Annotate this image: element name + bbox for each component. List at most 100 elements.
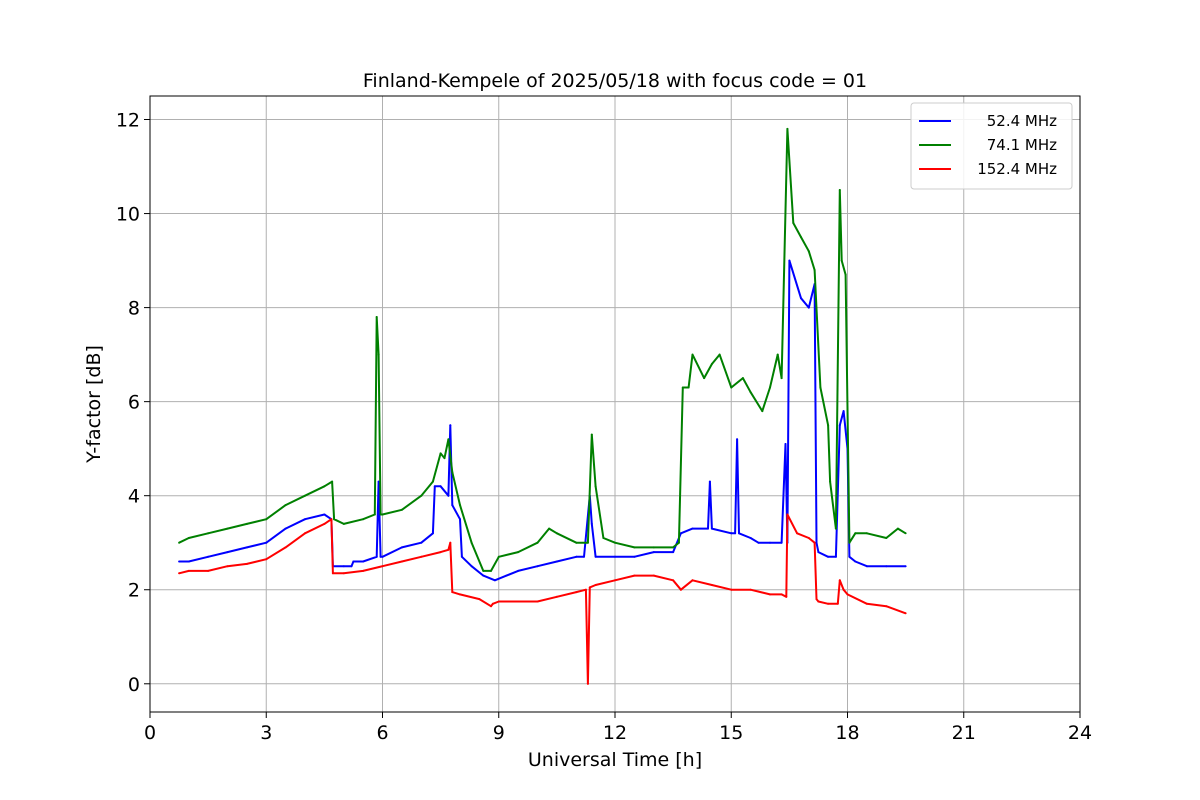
data-point bbox=[854, 560, 857, 563]
data-point bbox=[331, 572, 334, 575]
data-point bbox=[284, 527, 287, 530]
data-point bbox=[330, 518, 333, 521]
legend-label: 74.1 MHz bbox=[987, 136, 1057, 154]
data-point bbox=[373, 513, 376, 516]
data-point bbox=[769, 541, 771, 544]
data-point bbox=[478, 598, 481, 601]
x-tick-label: 18 bbox=[835, 722, 859, 744]
data-point bbox=[614, 541, 616, 544]
data-point bbox=[785, 595, 788, 598]
data-point bbox=[730, 386, 733, 389]
data-point bbox=[451, 471, 454, 474]
data-point bbox=[807, 250, 810, 253]
data-point bbox=[681, 386, 684, 389]
data-point bbox=[829, 480, 832, 483]
data-point bbox=[304, 494, 306, 497]
data-point bbox=[800, 236, 802, 239]
data-point bbox=[819, 386, 822, 389]
data-point bbox=[575, 541, 578, 544]
data-point bbox=[736, 438, 739, 441]
data-point bbox=[245, 546, 248, 549]
legend: 52.4 MHz 74.1 MHz 152.4 MHz bbox=[910, 102, 1073, 190]
data-point bbox=[449, 541, 452, 544]
data-point bbox=[377, 480, 380, 483]
data-point bbox=[342, 565, 345, 568]
data-point bbox=[482, 574, 485, 577]
series-line-1 bbox=[178, 127, 907, 572]
data-point bbox=[842, 410, 845, 413]
data-point bbox=[848, 541, 851, 544]
data-point bbox=[439, 452, 442, 455]
x-tick-label: 0 bbox=[144, 722, 156, 744]
data-point bbox=[584, 588, 587, 591]
series-line-0 bbox=[179, 259, 906, 582]
data-point bbox=[827, 602, 830, 605]
y-tick-label: 10 bbox=[116, 204, 140, 226]
data-point bbox=[865, 532, 868, 535]
data-point bbox=[497, 555, 500, 558]
data-point bbox=[379, 555, 382, 558]
data-point bbox=[323, 513, 326, 516]
data-point bbox=[447, 494, 450, 497]
data-point bbox=[226, 565, 229, 568]
data-point bbox=[451, 591, 454, 594]
x-tick-label: 21 bbox=[952, 722, 976, 744]
data-point bbox=[362, 569, 365, 572]
data-point bbox=[780, 541, 783, 544]
data-point bbox=[757, 541, 760, 544]
data-point bbox=[575, 555, 578, 558]
data-point bbox=[226, 551, 229, 554]
data-point bbox=[800, 297, 802, 300]
data-point bbox=[265, 518, 268, 521]
data-point bbox=[207, 569, 210, 572]
data-point bbox=[815, 598, 818, 601]
data-point bbox=[575, 591, 578, 594]
data-point bbox=[776, 353, 779, 356]
data-point bbox=[840, 259, 843, 262]
data-point bbox=[710, 527, 713, 530]
data-point bbox=[439, 485, 442, 488]
data-point bbox=[691, 353, 694, 356]
data-point bbox=[594, 555, 597, 558]
data-point bbox=[431, 532, 434, 535]
data-point bbox=[517, 600, 520, 603]
data-point bbox=[848, 555, 851, 558]
data-point bbox=[786, 513, 789, 516]
data-point bbox=[588, 586, 591, 589]
data-point bbox=[350, 565, 353, 568]
data-point bbox=[885, 537, 888, 539]
data-point bbox=[536, 541, 539, 544]
data-point bbox=[505, 574, 508, 577]
data-point bbox=[904, 612, 907, 615]
data-point bbox=[838, 189, 841, 191]
y-axis-ticks: 0 2 4 6 8 10 12 bbox=[116, 110, 150, 696]
data-point bbox=[420, 541, 423, 544]
chart-title: Finland-Kempele of 2025/05/18 with focus… bbox=[363, 70, 867, 92]
data-point bbox=[842, 588, 845, 591]
data-point bbox=[491, 602, 494, 605]
data-point bbox=[517, 551, 520, 554]
x-tick-label: 6 bbox=[376, 722, 388, 744]
data-point bbox=[710, 363, 713, 365]
y-tick-label: 12 bbox=[116, 110, 140, 132]
data-point bbox=[342, 522, 345, 525]
data-point bbox=[761, 410, 764, 413]
data-point bbox=[178, 572, 181, 575]
x-tick-label: 24 bbox=[1068, 722, 1092, 744]
data-point bbox=[838, 579, 841, 582]
series-layer bbox=[178, 127, 907, 685]
data-point bbox=[904, 565, 907, 568]
data-point bbox=[769, 593, 771, 596]
y-axis-label: Y-factor [dB] bbox=[83, 345, 105, 464]
y-tick-label: 8 bbox=[128, 298, 140, 320]
data-point bbox=[854, 532, 857, 535]
data-point bbox=[470, 565, 473, 568]
data-point bbox=[375, 316, 378, 318]
data-point bbox=[749, 537, 752, 539]
data-point bbox=[400, 508, 403, 511]
data-point bbox=[187, 569, 190, 572]
data-point bbox=[836, 602, 839, 605]
data-point bbox=[703, 377, 706, 380]
data-point bbox=[245, 522, 248, 525]
x-tick-label: 3 bbox=[260, 722, 272, 744]
